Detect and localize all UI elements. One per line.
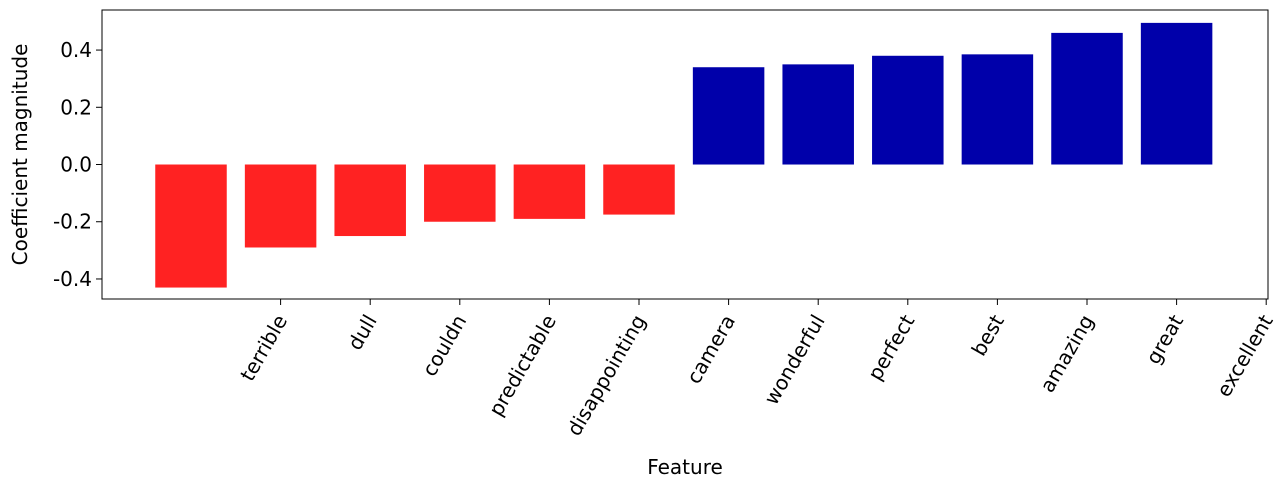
bar xyxy=(1140,22,1213,165)
bar xyxy=(692,67,765,165)
y-axis-label: Coefficient magnitude xyxy=(8,44,32,266)
bar xyxy=(513,164,586,219)
x-tick-label: excellent xyxy=(1212,310,1274,401)
bar xyxy=(1051,32,1123,165)
bar xyxy=(424,164,496,222)
x-tick-label: dull xyxy=(343,311,382,355)
plot-frame xyxy=(101,9,1269,300)
bar xyxy=(872,55,944,165)
y-tick-label: 0.2 xyxy=(60,95,92,119)
bar xyxy=(603,164,675,215)
y-tick-label: 0.0 xyxy=(60,153,92,177)
y-tick-label: -0.2 xyxy=(53,210,92,234)
x-tick-label: disappointing xyxy=(562,311,651,440)
y-axis-ticks: -0.4 -0.2 0.0 0.2 0.4 xyxy=(53,38,102,291)
x-tick-label: great xyxy=(1141,310,1188,368)
x-tick-label: amazing xyxy=(1035,311,1098,397)
bar xyxy=(334,164,406,237)
bar xyxy=(782,64,854,165)
bars-group xyxy=(155,22,1213,288)
bar xyxy=(244,164,317,248)
x-axis-label: Feature xyxy=(647,455,723,479)
x-tick-label: predictable xyxy=(484,311,561,421)
x-tick-label: terrible xyxy=(235,311,292,386)
y-tick-label: -0.4 xyxy=(53,267,92,291)
y-tick-label: 0.4 xyxy=(60,38,92,62)
x-tick-label: couldn xyxy=(417,311,471,381)
bar xyxy=(155,164,227,288)
x-tick-label: best xyxy=(967,310,1009,360)
x-tick-label: perfect xyxy=(863,310,920,384)
x-axis-ticks: terrible dull couldn predictable disappointi… xyxy=(235,299,1274,440)
x-tick-label: camera xyxy=(682,311,741,388)
bar xyxy=(961,54,1034,165)
x-tick-label: wonderful xyxy=(759,311,830,409)
